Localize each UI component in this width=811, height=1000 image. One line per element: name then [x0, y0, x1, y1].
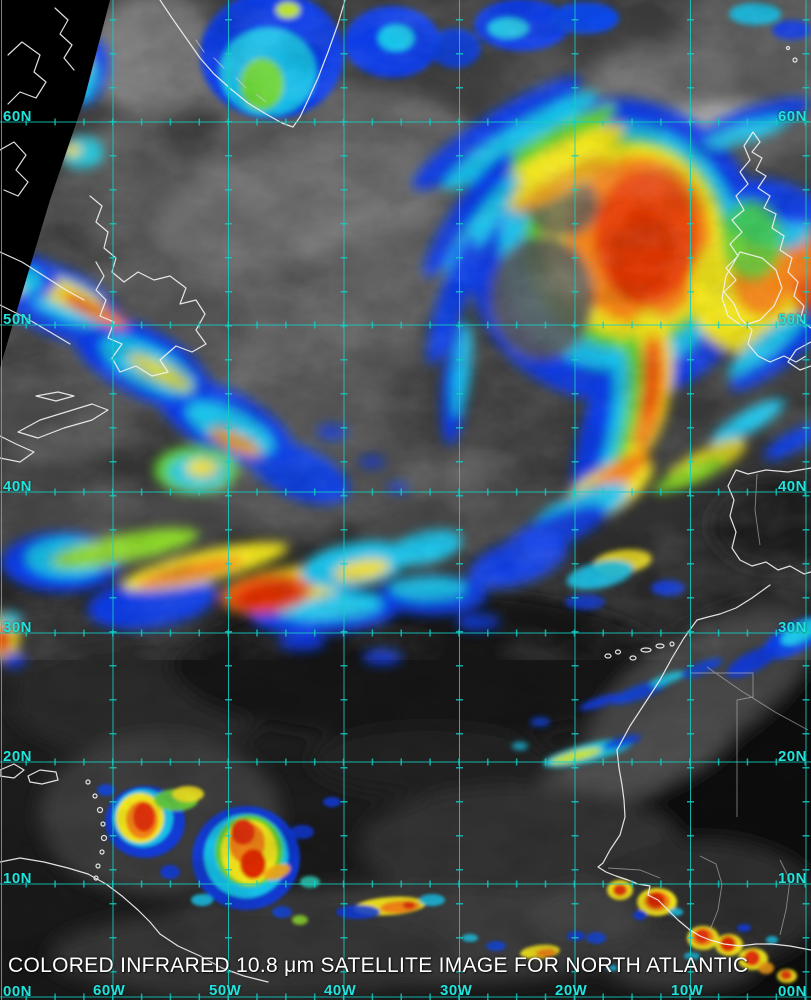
lat-label-left: 40N	[3, 478, 33, 495]
lat-label-right: 00N	[777, 983, 807, 1000]
caption-title: COLORED INFRARED 10.8 μm SATELLITE IMAGE…	[8, 954, 749, 977]
lat-label-right: 30N	[777, 619, 807, 636]
lon-label: 30W	[440, 982, 473, 999]
lat-label-right: 60N	[777, 108, 807, 125]
lat-label-left: 10N	[3, 870, 33, 887]
country-borders	[607, 473, 809, 936]
lat-label-left: 20N	[3, 748, 33, 765]
lat-label-left: 00N	[3, 983, 33, 1000]
caption-overlay: COLORED INFRARED 10.8 μm SATELLITE IMAGE…	[8, 912, 748, 1000]
lat-label-right: 10N	[777, 870, 807, 887]
lat-label-left: 60N	[3, 108, 33, 125]
lon-label: 40W	[324, 982, 357, 999]
lon-label: 60W	[93, 982, 126, 999]
lon-label: 50W	[209, 982, 242, 999]
lat-label-right: 50N	[777, 311, 807, 328]
no-data-wedge	[0, 0, 110, 368]
lat-label-left: 30N	[3, 619, 33, 636]
lon-label: 10W	[671, 982, 704, 999]
lon-label: 20W	[555, 982, 588, 999]
lat-label-right: 40N	[777, 478, 807, 495]
lat-label-left: 50N	[3, 311, 33, 328]
lat-label-right: 20N	[777, 748, 807, 765]
